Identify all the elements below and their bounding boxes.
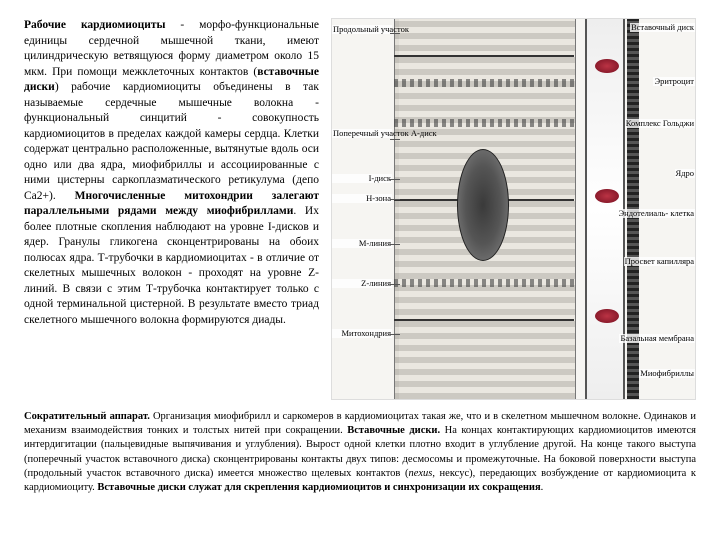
label-endothelial: Эндотелиаль- клетка — [618, 209, 695, 218]
label-zline: Z-линия — [332, 279, 392, 288]
label-basal: Базальная мембрана — [619, 334, 695, 343]
label-hzone: Н-зона — [332, 194, 392, 203]
label-lumen: Просвет капилляра — [624, 257, 695, 266]
lead-transverse — [390, 139, 400, 140]
lead-longitudinal — [390, 33, 400, 34]
lead-idisk — [390, 179, 400, 180]
z-band-1 — [394, 55, 574, 57]
label-erythrocyte: Эритроцит — [653, 77, 695, 86]
label-mitochondria: Митохондрия — [332, 329, 392, 338]
lead-mline — [390, 244, 400, 245]
nucleus-shape — [457, 149, 509, 261]
lead-hzone — [390, 199, 400, 200]
label-idisk: I-диск — [332, 174, 392, 183]
label-transverse: Поперечный участок А-диск — [332, 129, 392, 138]
bold-intercalated-discs-2: Вставочные диски. — [347, 425, 440, 436]
wavy-band-1 — [394, 79, 574, 87]
label-golgi: Комплекс Гольджи — [625, 119, 695, 128]
wavy-band-3 — [394, 279, 574, 287]
bottom-paragraph: Сократительный аппарат. Организация миоф… — [24, 410, 696, 495]
italic-nexus: nexus — [408, 468, 432, 479]
label-intercalated-disc: Вставочный диск — [630, 23, 695, 32]
lead-mitochondria — [390, 334, 400, 335]
bold-contractile-apparatus: Сократительный аппарат. — [24, 411, 150, 422]
label-mline: М-линия — [332, 239, 392, 248]
bold-discs-function: Вставочные диски служат для скрепления к… — [97, 482, 540, 493]
label-longitudinal: Продольный участок — [332, 25, 392, 34]
wavy-band-2 — [394, 119, 574, 127]
cardiomyocyte-diagram: Продольный участок Поперечный участок А-… — [331, 18, 696, 400]
main-paragraph: Рабочие кардиомиоциты - морфо-функционал… — [24, 18, 319, 400]
z-band-3 — [394, 319, 574, 321]
bold-working-cardiomyocytes: Рабочие кардиомиоциты — [24, 19, 165, 31]
label-myofibrils: Миофибриллы — [639, 369, 695, 378]
erythrocyte-1 — [595, 59, 619, 73]
erythrocyte-3 — [595, 309, 619, 323]
lead-zline — [390, 284, 400, 285]
label-nucleus: Ядро — [675, 169, 696, 178]
erythrocyte-2 — [595, 189, 619, 203]
